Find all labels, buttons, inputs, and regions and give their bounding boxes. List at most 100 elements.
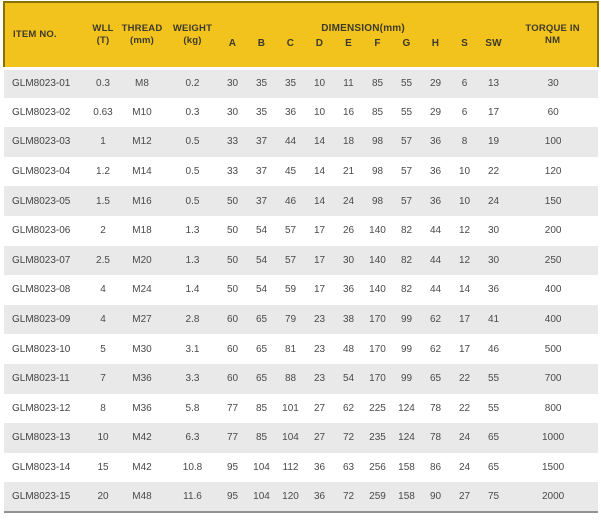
value-cell: M16	[117, 186, 167, 216]
value-cell: 7	[89, 363, 117, 394]
item-no-cell: GLM8023-02	[12, 106, 71, 118]
value-cell: M8	[117, 66, 167, 98]
value-cell: 82	[400, 225, 413, 237]
value-cell: 700	[508, 363, 599, 394]
value-cell: 63	[342, 462, 355, 474]
value-cell: 60	[218, 304, 247, 335]
value-cell: M18	[132, 225, 152, 237]
header-dim-letter: F	[363, 36, 392, 69]
value-cell: 18	[334, 127, 363, 157]
value-cell: 23	[305, 304, 334, 335]
value-cell: 57	[392, 186, 421, 216]
value-cell: 57	[400, 166, 413, 178]
header-dim-letter: D	[305, 36, 334, 69]
item-no-cell: GLM8023-14	[12, 462, 71, 474]
header-dim-letter: C	[276, 36, 305, 69]
value-cell: 0.3	[89, 66, 117, 98]
value-cell: 150	[508, 186, 599, 216]
value-cell: 400	[544, 284, 562, 296]
value-cell: 17	[313, 225, 326, 237]
value-cell: 1	[89, 127, 117, 157]
table-row: GLM8023-13 10 M42 6.3 77 85 104 27 72 235 124 78 24 6…	[4, 423, 599, 453]
value-cell: 37	[255, 166, 268, 178]
value-cell: 78	[429, 402, 442, 414]
value-cell: 98	[363, 127, 392, 157]
value-cell: 99	[400, 343, 413, 355]
value-cell: 120	[276, 482, 305, 513]
table-row: GLM8023-11 7 M36 3.3 60 65 88 23 54 170 99 65 22 55 70…	[4, 363, 599, 394]
value-cell: 2.5	[89, 245, 117, 276]
value-cell: 17	[458, 343, 471, 355]
header-weight-line2: (kg)	[183, 34, 202, 46]
value-cell: 500	[544, 343, 562, 355]
value-cell: 2000	[508, 482, 599, 513]
value-cell: 4	[89, 304, 117, 335]
value-cell: 65	[247, 363, 276, 394]
value-cell: 15	[97, 462, 109, 474]
value-cell: M30	[132, 343, 152, 355]
value-cell: 6	[450, 66, 479, 98]
value-cell: 65	[247, 304, 276, 335]
value-cell: 27	[450, 482, 479, 513]
value-cell: M42	[117, 423, 167, 453]
value-cell: 75	[479, 482, 509, 513]
value-cell: 44	[421, 245, 450, 276]
value-cell: 140	[369, 284, 386, 296]
value-cell: 23	[313, 343, 326, 355]
value-cell: 158	[398, 462, 415, 474]
value-cell: 36	[421, 186, 450, 216]
value-cell: 60	[226, 343, 239, 355]
value-cell: 20	[89, 482, 117, 513]
item-no-cell: GLM8023-08	[12, 284, 71, 296]
header-wll-line1: WLL	[92, 22, 114, 34]
value-cell: 27	[313, 402, 326, 414]
value-cell: 22	[488, 166, 500, 178]
table-row: GLM8023-06 2 M18 1.3 50 54 57 17 26 140 82 44 12 30 20…	[4, 216, 598, 246]
value-cell: 82	[392, 245, 421, 276]
value-cell: 46	[276, 186, 305, 216]
value-cell: 101	[282, 402, 299, 414]
header-item-no: ITEM NO.	[3, 1, 89, 69]
value-cell: M48	[117, 482, 167, 513]
value-cell: 12	[450, 245, 479, 276]
value-cell: 33	[218, 127, 247, 157]
header-torque-line1: TORQUE IN	[525, 22, 580, 34]
value-cell: 78	[421, 423, 450, 453]
header-dim-letter: A	[218, 36, 247, 69]
item-no-cell: GLM8023-10	[12, 343, 71, 355]
value-cell: 140	[363, 245, 392, 276]
header-wll: WLL (T)	[89, 1, 117, 69]
value-cell: 6.3	[167, 423, 218, 453]
value-cell: 10	[458, 166, 471, 178]
value-cell: 0.5	[167, 186, 218, 216]
value-cell: M14	[132, 166, 152, 178]
value-cell: 38	[334, 304, 363, 335]
header-dim-letter: SW	[479, 36, 509, 69]
value-cell: 3.1	[185, 343, 200, 355]
value-cell: 0.5	[167, 127, 218, 157]
item-no-cell: GLM8023-12	[12, 402, 71, 414]
item-no-cell: GLM8023-06	[12, 225, 71, 237]
value-cell: 35	[255, 106, 268, 118]
value-cell: 256	[369, 462, 386, 474]
value-cell: 104	[247, 482, 276, 513]
value-cell: 65	[255, 343, 268, 355]
value-cell: 104	[253, 462, 270, 474]
value-cell: 104	[276, 423, 305, 453]
value-cell: 11	[334, 66, 363, 98]
value-cell: 62	[429, 343, 442, 355]
value-cell: 72	[334, 423, 363, 453]
value-cell: 99	[392, 304, 421, 335]
value-cell: 37	[247, 186, 276, 216]
header-dim-letter: H	[421, 36, 450, 69]
value-cell: 54	[247, 245, 276, 276]
header-weight-line1: WEIGHT	[172, 22, 213, 34]
table-row: GLM8023-08 4 M24 1.4 50 54 59 17 36 140 82 44 14 36 40…	[4, 275, 598, 305]
value-cell: 55	[392, 66, 421, 98]
value-cell: 17	[488, 106, 500, 118]
value-cell: 37	[247, 127, 276, 157]
value-cell: 55	[479, 363, 509, 394]
table-header: ITEM NO. WLL (T) THREAD (mm) WEIGHT (kg)…	[3, 1, 600, 69]
value-cell: 86	[429, 462, 442, 474]
